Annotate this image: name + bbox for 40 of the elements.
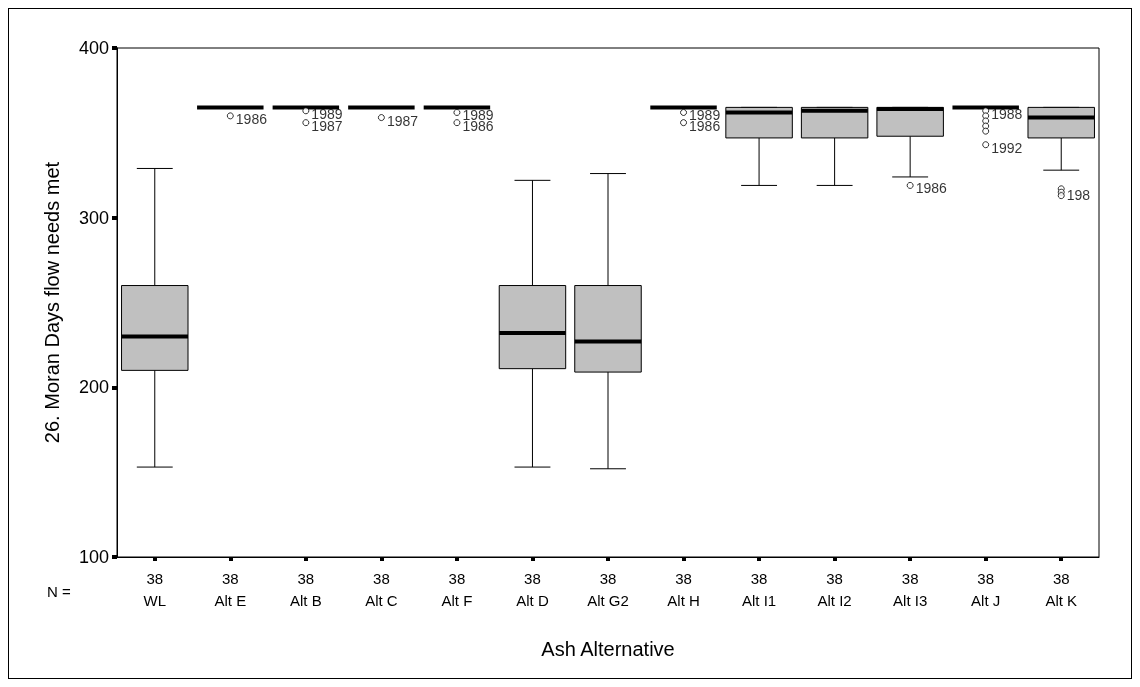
x-tick-label: Alt I3: [893, 591, 928, 609]
text: 38: [826, 569, 843, 587]
x-tick-label: Alt G2: [587, 591, 629, 609]
x-tick-label: Alt K: [1045, 591, 1078, 609]
text: 38: [297, 569, 315, 587]
text: 38: [1052, 569, 1070, 587]
text: 38: [675, 569, 692, 587]
text: 38: [977, 569, 995, 587]
annotation: 1986: [915, 180, 948, 197]
x-axis-title: Ash Alternative: [541, 638, 675, 660]
text: 38: [750, 569, 768, 587]
x-tick-label: Alt J: [971, 591, 1001, 609]
x-tick-label: Alt C: [365, 591, 398, 609]
annotation: 1986: [235, 110, 268, 127]
x-tick-label: Alt H: [667, 591, 700, 609]
text: 38: [901, 569, 919, 587]
annotation: 198: [1066, 187, 1091, 204]
y-tick-label: 200: [78, 377, 109, 398]
text: 38: [599, 569, 617, 587]
y-tick-label: 400: [78, 38, 109, 58]
annotation: 1992: [991, 139, 1023, 156]
annotation: 1988: [991, 105, 1023, 122]
annotation: 1987: [386, 112, 419, 129]
text: 38: [221, 569, 239, 587]
x-tick-label: Alt F: [441, 591, 473, 609]
y-axis-title: 26. Moran Days flow needs met: [41, 161, 63, 444]
x-tick-label: Alt E: [214, 591, 247, 609]
x-tick-label: Alt B: [290, 591, 322, 609]
x-tick-label: Alt D: [516, 591, 549, 609]
text: 38: [146, 569, 164, 587]
text: 38: [448, 569, 466, 587]
x-tick-label: Alt I2: [817, 591, 852, 609]
x-tick-label: Alt I1: [741, 591, 777, 609]
text: 38: [373, 569, 390, 587]
x-tick-label: WL: [143, 591, 167, 609]
annotation: 1989: [311, 105, 343, 122]
text: N =: [47, 583, 71, 600]
y-tick-label: 100: [78, 547, 109, 567]
text: 38: [524, 569, 541, 587]
y-tick-label: 300: [78, 207, 109, 228]
